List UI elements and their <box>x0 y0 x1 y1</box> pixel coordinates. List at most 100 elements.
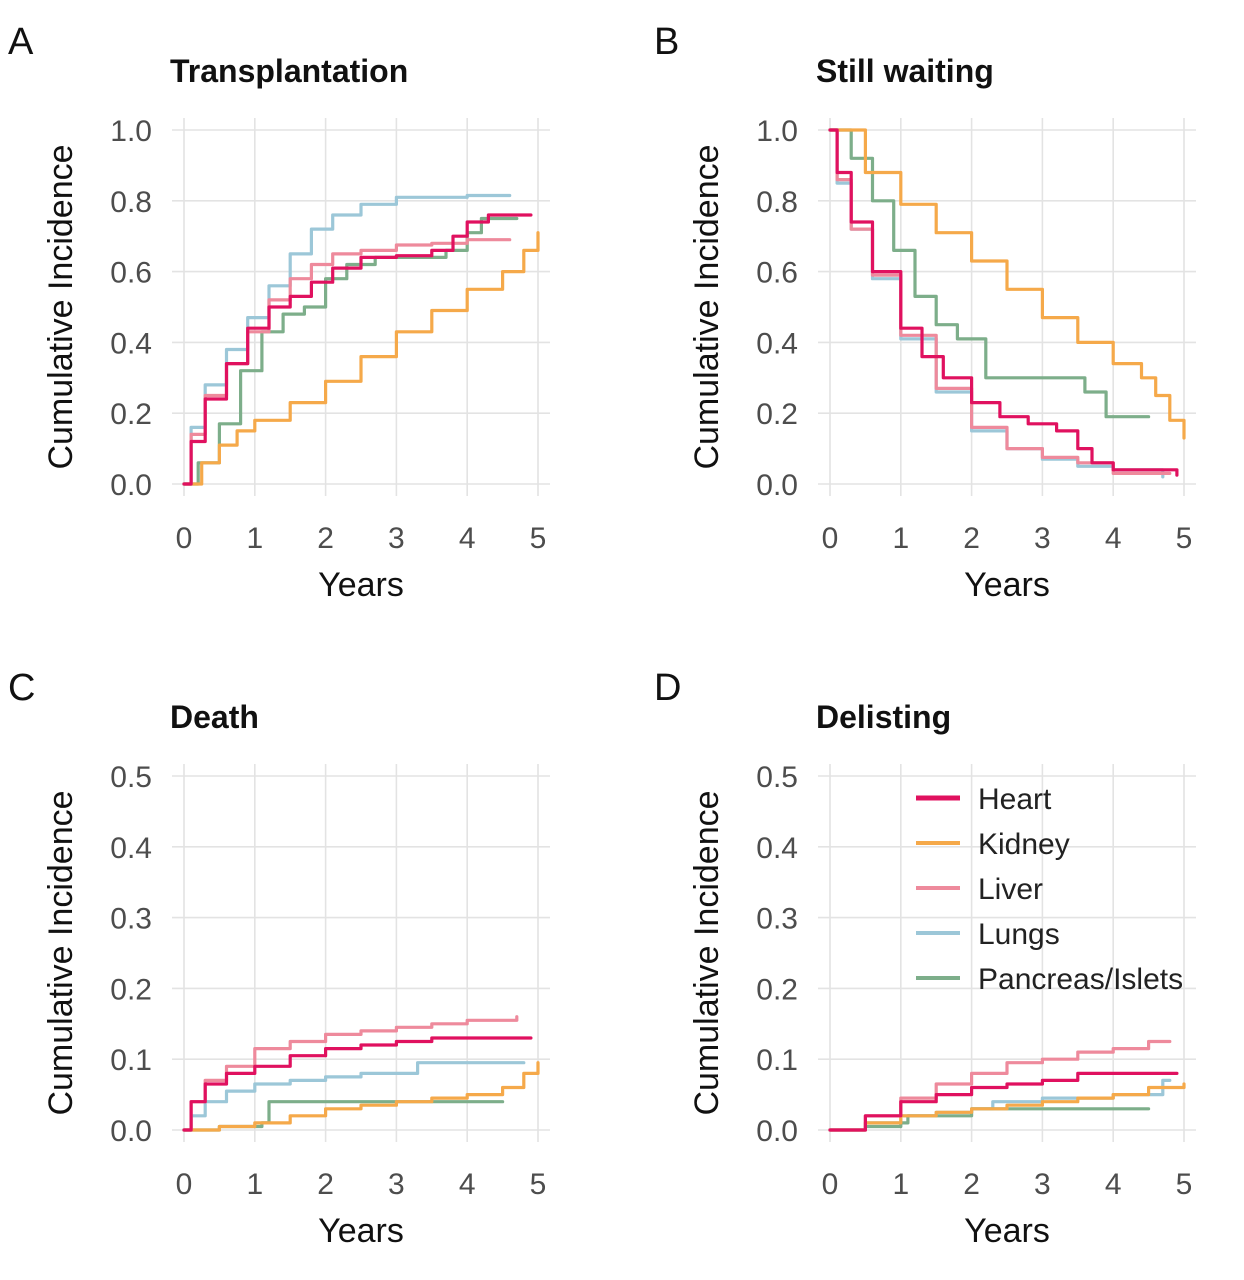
legend-item-lungs: Lungs <box>916 918 1060 951</box>
series-lines <box>828 1039 1186 1132</box>
y-tick-label: 1.0 <box>756 115 798 148</box>
series-line-kidney <box>182 231 540 486</box>
x-axis-label: Years <box>318 1212 404 1250</box>
legend-label: Pancreas/Islets <box>978 963 1183 996</box>
series-line-pancreas-islets <box>828 1107 1151 1132</box>
y-tick-label: 0.4 <box>110 832 152 865</box>
x-tick-label: 3 <box>388 522 405 555</box>
panel-letter: C <box>8 667 35 709</box>
x-tick-label: 5 <box>530 522 547 555</box>
series-line-liver <box>182 238 512 486</box>
panel-b: B Still waiting 0 1 2 3 4 5 0.0 0.2 0.4 0.6 0.8 1.0 Ye… <box>654 21 1196 604</box>
legend-label: Lungs <box>978 918 1060 951</box>
y-tick-label: 0.6 <box>110 257 152 290</box>
y-tick-label: 0.5 <box>756 761 798 794</box>
x-tick-label: 2 <box>963 1168 980 1201</box>
panel-title: Transplantation <box>170 53 408 89</box>
panel-letter: D <box>654 667 681 709</box>
panel-a: A Transplantation 0 1 2 3 4 5 0.0 0.2 0.4 0.6 0.8 1.0… <box>8 21 550 604</box>
x-axis-label: Years <box>964 1212 1050 1250</box>
gridlines <box>172 764 550 1142</box>
panel-d: D Delisting 0 1 2 3 4 5 0.0 0.1 0.2 0.3 0.4 0.5 Years C… <box>654 667 1196 1250</box>
x-tick-label: 2 <box>317 1168 334 1201</box>
y-tick-label: 0.4 <box>110 327 152 360</box>
x-tick-label: 3 <box>1034 522 1051 555</box>
legend: Heart Kidney Liver Lungs Pancreas/Islets <box>916 783 1183 996</box>
y-tick-label: 0.4 <box>756 327 798 360</box>
x-tick-label: 0 <box>176 1168 193 1201</box>
y-tick-label: 0.1 <box>756 1044 798 1077</box>
x-tick-label: 3 <box>1034 1168 1051 1201</box>
panel-title: Still waiting <box>816 53 994 89</box>
legend-item-heart: Heart <box>916 783 1052 816</box>
x-axis-label: Years <box>964 566 1050 604</box>
y-tick-label: 0.0 <box>756 1115 798 1148</box>
x-tick-label: 4 <box>1105 1168 1122 1201</box>
series-line-lungs <box>182 193 512 486</box>
y-tick-label: 0.8 <box>756 186 798 219</box>
series-line-pancreas-islets <box>828 128 1151 419</box>
legend-label: Liver <box>978 873 1043 906</box>
y-tick-label: 0.8 <box>110 186 152 219</box>
panel-title: Delisting <box>816 699 951 735</box>
panels: A Transplantation 0 1 2 3 4 5 0.0 0.2 0.4 0.6 0.8 1.0… <box>8 21 1196 1250</box>
x-tick-label: 1 <box>246 1168 263 1201</box>
x-tick-label: 2 <box>963 522 980 555</box>
y-tick-label: 1.0 <box>110 115 152 148</box>
legend-item-liver: Liver <box>916 873 1043 906</box>
x-tick-label: 1 <box>246 522 263 555</box>
legend-item-pancreas-islets: Pancreas/Islets <box>916 963 1183 996</box>
y-tick-label: 0.4 <box>756 832 798 865</box>
series-line-liver <box>828 128 1172 475</box>
legend-label: Heart <box>978 783 1052 816</box>
x-tick-label: 5 <box>1176 522 1193 555</box>
gridlines <box>818 764 1196 1142</box>
x-tick-label: 5 <box>530 1168 547 1201</box>
x-tick-label: 5 <box>1176 1168 1193 1201</box>
x-tick-label: 4 <box>459 522 476 555</box>
x-tick-label: 1 <box>892 1168 909 1201</box>
series-line-kidney <box>182 1061 540 1132</box>
panel-letter: A <box>8 21 34 63</box>
y-axis-label: Cumulative Incidence <box>688 790 726 1115</box>
x-tick-label: 3 <box>388 1168 405 1201</box>
x-tick-label: 2 <box>317 522 334 555</box>
legend-label: Kidney <box>978 828 1070 861</box>
x-tick-label: 0 <box>822 1168 839 1201</box>
series-line-pancreas-islets <box>182 216 519 486</box>
series-line-kidney <box>828 1082 1186 1132</box>
x-tick-label: 4 <box>459 1168 476 1201</box>
y-tick-label: 0.3 <box>756 903 798 936</box>
series-lines <box>182 193 540 486</box>
y-tick-label: 0.0 <box>756 469 798 502</box>
panel-letter: B <box>654 21 679 63</box>
series-line-heart <box>828 1071 1179 1132</box>
x-tick-label: 4 <box>1105 522 1122 555</box>
y-tick-label: 0.2 <box>756 973 798 1006</box>
y-tick-label: 0.5 <box>110 761 152 794</box>
y-tick-label: 0.3 <box>110 903 152 936</box>
panel-title: Death <box>170 699 259 735</box>
y-tick-label: 0.0 <box>110 1115 152 1148</box>
gridlines <box>172 118 550 496</box>
x-tick-label: 0 <box>822 522 839 555</box>
y-axis-label: Cumulative Incidence <box>42 144 80 469</box>
legend-item-kidney: Kidney <box>916 828 1070 861</box>
y-tick-label: 0.2 <box>110 973 152 1006</box>
y-axis-label: Cumulative Incidence <box>42 790 80 1115</box>
series-line-heart <box>182 213 533 486</box>
x-axis-label: Years <box>318 566 404 604</box>
panel-c: C Death 0 1 2 3 4 5 0.0 0.1 0.2 0.3 0.4 0.5 Years Cumul… <box>8 667 550 1250</box>
series-line-lungs <box>182 1061 526 1132</box>
series-line-heart <box>828 128 1179 477</box>
x-tick-label: 0 <box>176 522 193 555</box>
y-tick-label: 0.0 <box>110 469 152 502</box>
series-lines <box>828 128 1186 479</box>
series-line-kidney <box>828 128 1186 440</box>
series-lines <box>182 1015 540 1132</box>
series-line-heart <box>182 1036 533 1132</box>
y-tick-label: 0.1 <box>110 1044 152 1077</box>
y-axis-label: Cumulative Incidence <box>688 144 726 469</box>
y-tick-label: 0.2 <box>110 398 152 431</box>
